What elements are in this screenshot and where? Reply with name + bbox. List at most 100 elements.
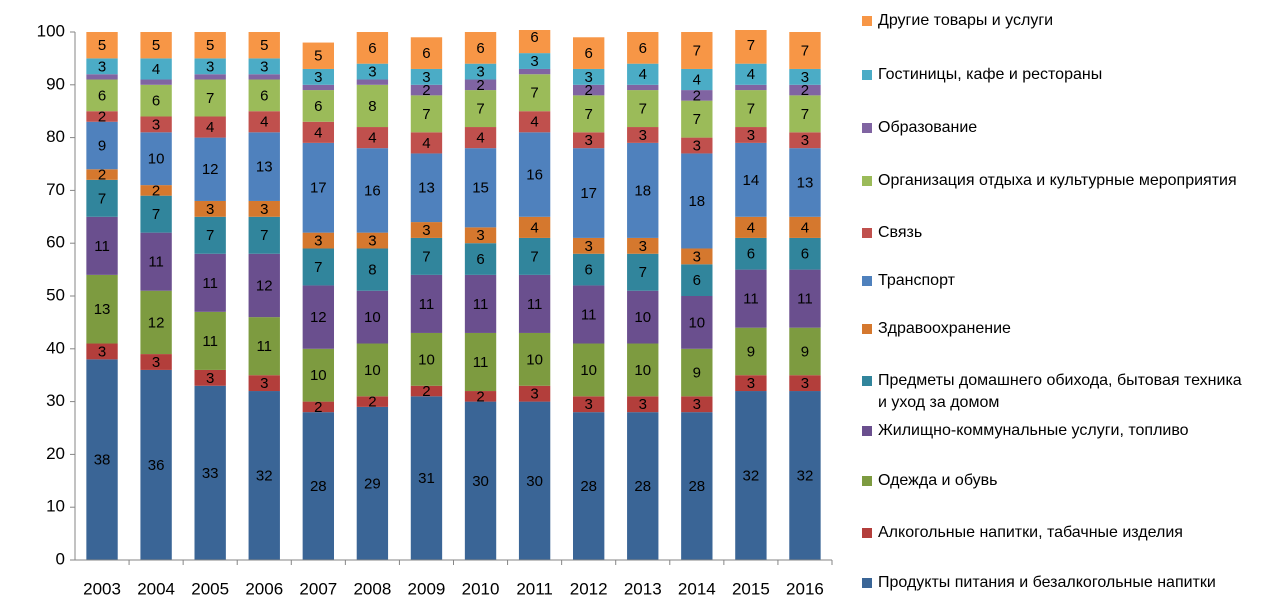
bar-segment — [248, 32, 280, 59]
data-label: 11 — [202, 333, 218, 350]
data-label: 6 — [260, 87, 268, 104]
data-label: 4 — [476, 130, 484, 147]
data-label: 3 — [476, 64, 484, 81]
data-label: 16 — [364, 182, 381, 199]
bar-segment — [140, 185, 172, 196]
y-tick-label: 40 — [46, 338, 65, 357]
data-label: 3 — [693, 137, 701, 154]
legend-swatch — [862, 324, 872, 334]
bar-segment — [735, 30, 767, 64]
y-tick-label: 10 — [46, 497, 65, 516]
data-label: 7 — [530, 248, 538, 265]
data-label: 4 — [152, 61, 160, 78]
data-label: 4 — [693, 71, 701, 88]
y-tick-label: 60 — [46, 233, 65, 252]
data-label: 7 — [801, 42, 809, 59]
bar-segment — [248, 74, 280, 80]
legend-item: Жилищно-коммунальные услуги, топливо — [862, 420, 1252, 442]
bar-segment — [410, 237, 443, 275]
data-label: 17 — [580, 185, 597, 202]
legend-swatch — [862, 426, 872, 436]
data-label: 5 — [152, 37, 160, 54]
bar-segment — [356, 232, 389, 249]
bar-segment — [86, 169, 118, 180]
bar-segment — [627, 290, 659, 344]
bar-segment — [789, 269, 821, 328]
data-label: 11 — [797, 291, 813, 308]
legend-label: Предметы домашнего обихода, бытовая техн… — [878, 372, 1242, 411]
bar-segment — [140, 79, 172, 85]
data-label: 4 — [747, 66, 755, 83]
bar-segment — [410, 332, 443, 386]
data-label: 12 — [310, 309, 327, 326]
x-tick-label: 2010 — [462, 579, 500, 598]
data-label: 7 — [747, 37, 755, 54]
bar-segment — [140, 84, 172, 117]
data-label: 7 — [260, 227, 268, 244]
data-label: 3 — [260, 375, 268, 392]
bar-segment — [518, 53, 551, 69]
data-label: 2 — [98, 167, 106, 184]
bar-segment — [681, 90, 713, 101]
x-tick-label: 2012 — [570, 579, 608, 598]
data-label: 12 — [256, 277, 273, 294]
bar-segment — [140, 195, 172, 233]
bar-segment — [464, 332, 497, 392]
bar-segment — [464, 127, 497, 149]
bar-segment — [194, 369, 226, 386]
data-label: 3 — [585, 69, 593, 86]
bar-segment — [248, 58, 280, 75]
bar-segment — [140, 369, 172, 560]
data-label: 3 — [260, 58, 268, 75]
bar-segment — [86, 58, 118, 75]
bar-segment — [627, 343, 659, 397]
data-label: 3 — [476, 227, 484, 244]
data-label: 2 — [585, 82, 593, 99]
bar-segment — [681, 153, 713, 249]
data-label: 11 — [473, 354, 489, 371]
bar-segment — [140, 354, 172, 370]
legend-swatch — [862, 70, 872, 80]
bar-segment — [789, 132, 821, 149]
bar-segment — [789, 391, 821, 560]
bar-segment — [735, 327, 767, 376]
data-label: 2 — [422, 82, 430, 99]
bar-segment — [518, 237, 551, 275]
bar-segment — [681, 137, 713, 154]
data-label: 33 — [202, 465, 219, 482]
data-label: 3 — [368, 64, 376, 81]
bar-segment — [356, 343, 389, 397]
bar-segment — [248, 200, 280, 217]
data-label: 7 — [152, 206, 160, 223]
bar-segment — [627, 412, 659, 560]
bar-segment — [464, 391, 497, 402]
data-label: 6 — [422, 45, 430, 62]
data-label: 3 — [747, 127, 755, 144]
bar-segment — [518, 332, 551, 386]
bar-segment — [627, 127, 659, 143]
bar-segment — [410, 84, 443, 96]
bar-segment — [681, 100, 713, 138]
bar-segment — [194, 311, 226, 370]
y-tick-label: 100 — [37, 21, 65, 40]
bar-segment — [248, 132, 280, 201]
data-label: 3 — [98, 343, 106, 360]
legend-item: Одежда и обувь — [862, 470, 1252, 492]
data-label: 10 — [364, 362, 381, 379]
bar-segment — [572, 253, 605, 286]
legend-item: Образование — [862, 117, 1252, 139]
bar-segment — [194, 79, 226, 117]
data-label: 6 — [152, 93, 160, 110]
data-label: 10 — [310, 367, 327, 384]
data-label: 3 — [152, 354, 160, 371]
data-label: 7 — [747, 101, 755, 118]
bar-segment — [356, 396, 389, 407]
bar-segment — [735, 216, 767, 238]
bar-segment — [735, 269, 767, 328]
bar-segment — [248, 253, 280, 318]
data-label: 11 — [256, 338, 272, 355]
data-label: 7 — [693, 111, 701, 128]
x-tick-label: 2016 — [786, 579, 824, 598]
data-label: 31 — [418, 470, 435, 487]
bar-segment — [86, 121, 118, 170]
